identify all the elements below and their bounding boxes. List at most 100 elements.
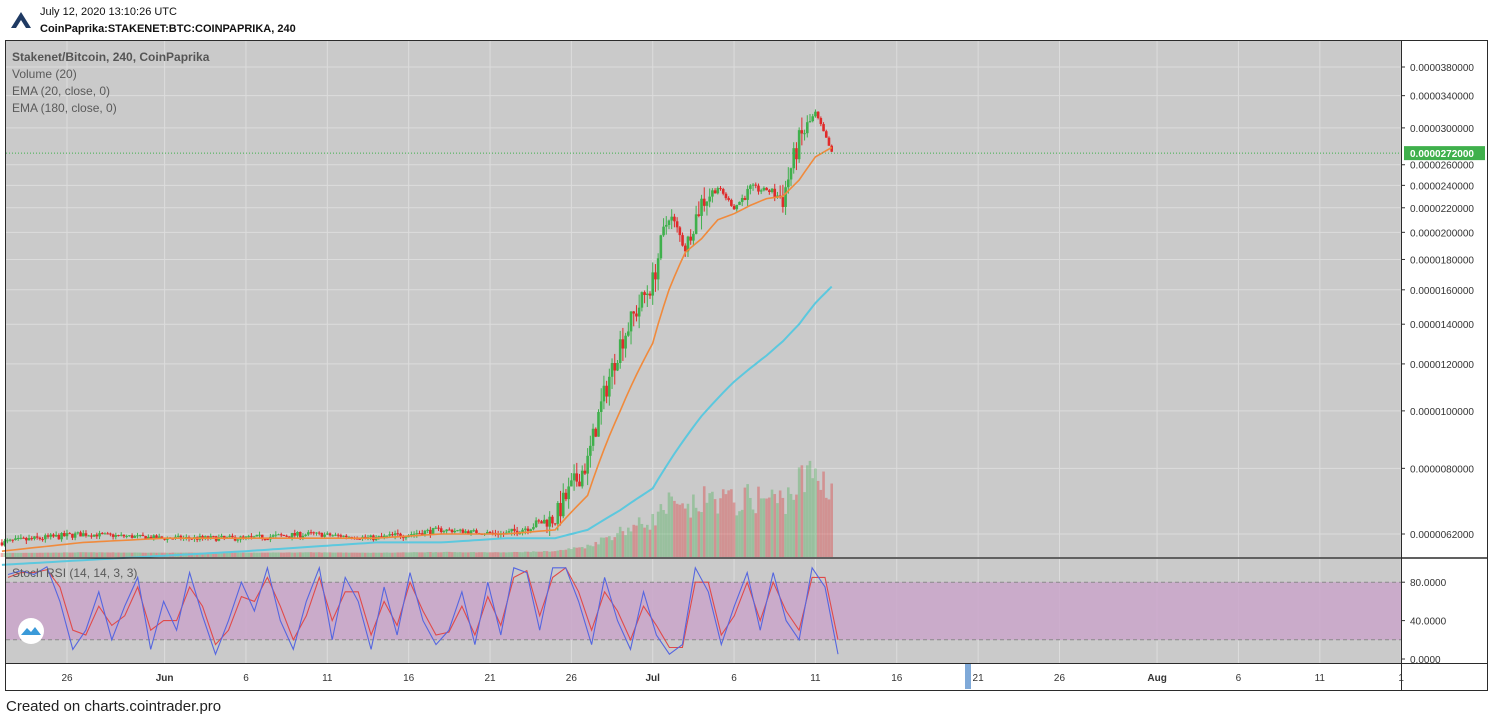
volume-bar [469,552,473,557]
candle-body [797,130,801,160]
volume-bar [808,460,812,557]
candle-body [534,520,538,528]
candle-body [46,535,50,537]
volume-bar [480,552,484,557]
candle-body [0,542,4,546]
volume-bar [580,547,584,557]
candle-body [410,534,413,536]
candle-body [431,528,435,535]
candle-body [236,539,240,541]
candle-body [282,535,286,537]
volume-bar [11,552,15,557]
volume-bar [716,513,720,557]
candle-body [363,536,367,538]
candle-body [816,111,820,119]
volume-bar [792,499,796,557]
legend-volume: Volume (20) [12,67,77,81]
volume-bar [315,552,318,557]
candle-body [90,535,93,537]
candle-body [724,193,728,199]
volume-bar [640,523,644,557]
volume-bar [100,552,104,557]
candle-body [41,539,44,541]
footer-credit: Created on charts.cointrader.pro [6,698,222,715]
volume-bar [743,487,747,557]
volume-bar [697,511,701,557]
candle-body [152,535,156,539]
volume-bar [429,552,432,557]
candle-body [103,533,107,535]
volume-bar [347,552,351,557]
candle-body [553,523,557,525]
candle-body [548,516,551,527]
volume-bar [681,503,684,557]
volume-bar [212,552,215,557]
candle-body [30,538,34,540]
volume-bar [103,552,107,557]
volume-bar [488,552,492,557]
candle-body [293,533,297,536]
volume-bar [201,552,204,557]
candle-body [62,533,66,537]
volume-bar [225,552,229,557]
volume-bar [255,552,259,557]
candle-body [448,529,451,531]
candle-body [339,535,343,537]
legend-title: Stakenet/Bitcoin, 240, CoinPaprika [12,50,210,64]
candle-body [800,130,804,134]
volume-bar [499,552,503,557]
volume-bar [797,467,801,557]
volume-bar [423,552,427,557]
candle-body [814,111,817,117]
candle-body [6,540,9,542]
candle-body [575,473,579,482]
candle-body [762,187,766,191]
volume-bar [597,544,600,557]
volume-bar [426,552,429,557]
volume-bar [773,494,777,557]
volume-bar [486,552,489,557]
candle-body [822,124,825,132]
candle-body [114,535,118,537]
legend-stoch-rsi: Stoch RSI (14, 14, 3, 3) [12,566,138,580]
volume-bar [713,499,717,557]
candle-body [773,188,777,198]
candle-body [532,527,535,530]
candle-body [735,204,739,210]
candle-body [399,533,402,538]
main-pane[interactable] [6,41,1401,557]
volume-bar [567,548,570,557]
candle-body [583,470,587,474]
candle-body [437,527,440,529]
price-axis[interactable]: 0.0000380000 0.0000340000 0.0000300000 0.00… [1401,63,1474,541]
volume-bar [605,537,608,557]
candle-body [109,533,112,535]
candle-body [697,214,701,216]
candle-body [768,190,771,192]
volume-bar [754,513,758,557]
volume-bar [461,552,465,557]
time-axis-label: 26 [566,673,578,684]
volume-bar [296,552,299,557]
volume-bar [532,551,535,557]
candle-body [605,385,608,397]
volume-bar [309,552,313,557]
time-axis[interactable]: 26Jun611162126Jul611162126Aug6111 [61,664,1404,689]
volume-bar [282,552,286,557]
volume-bar [648,529,652,557]
volume-bar [98,552,101,557]
candle-body [334,534,337,536]
candle-body [279,534,283,536]
volume-bar [730,489,733,557]
candle-body [586,455,589,474]
volume-bar [521,552,524,557]
candle-body [521,529,524,534]
volume-bar [147,552,150,557]
volume-bar [27,552,31,557]
volume-bar [312,552,316,557]
candle-body [523,528,527,530]
candle-body [805,122,809,134]
candle-body [730,199,733,206]
candle-body [98,533,101,537]
